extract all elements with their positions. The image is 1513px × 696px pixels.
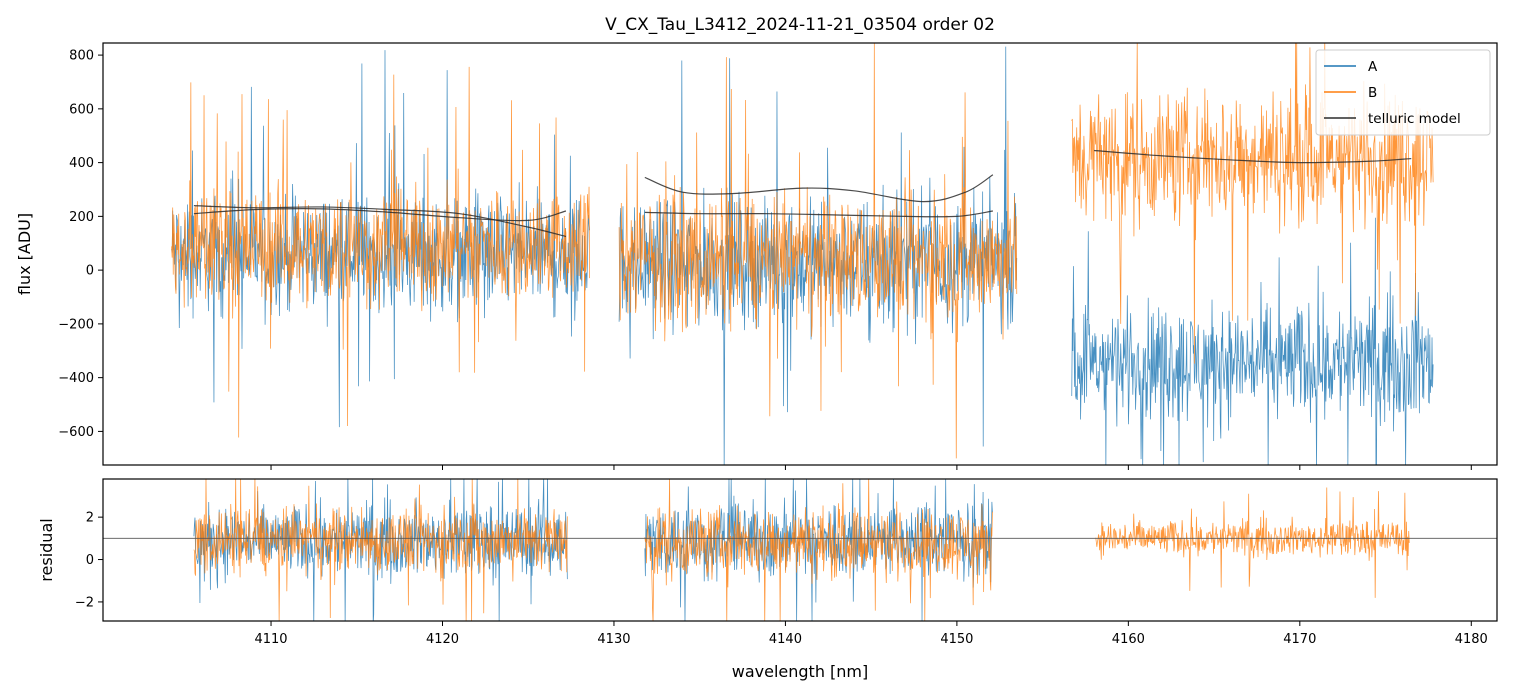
series-B-segment-1	[171, 66, 590, 438]
telluric-model-line-1	[193, 208, 567, 222]
bottom-xtick-label: 4110	[254, 632, 287, 647]
bottom-xtick-label: 4150	[940, 632, 973, 647]
top-ytick-label: 800	[69, 49, 94, 64]
resid-B-resid-segment-3	[1095, 487, 1410, 598]
legend-label-1: A	[1368, 59, 1378, 75]
legend-label-2: B	[1368, 85, 1377, 101]
telluric-model-line-2	[193, 205, 567, 238]
bottom-ytick-label: 2	[86, 511, 94, 526]
bottom-ytick-label: −2	[75, 595, 94, 610]
bottom-panel-frame	[102, 478, 1498, 622]
top-ytick-label: −600	[58, 425, 94, 440]
top-ytick-label: −200	[58, 317, 94, 332]
bottom-ytick-label: 0	[86, 553, 94, 568]
bottom-panel-plot-area	[103, 479, 1497, 621]
bottom-xtick-label: 4140	[769, 632, 802, 647]
top-ytick-label: 200	[69, 210, 94, 225]
series-B-segment-2	[618, 43, 1018, 459]
telluric-model-line-4	[644, 174, 994, 203]
bottom-xtick-label: 4130	[597, 632, 630, 647]
top-ytick-label: 600	[69, 102, 94, 117]
bottom-xtick-label: 4180	[1455, 632, 1488, 647]
top-ylabel: flux [ADU]	[15, 213, 34, 295]
resid-B-resid-segment-2	[644, 479, 993, 621]
bottom-xtick-label: 4170	[1283, 632, 1316, 647]
series-A-segment-3	[1071, 217, 1434, 465]
legend-label-3: telluric model	[1368, 111, 1461, 127]
top-ytick-label: 400	[69, 156, 94, 171]
series-B-segment-3	[1071, 43, 1434, 364]
legend-box	[1315, 49, 1491, 136]
telluric-model-line-3	[644, 210, 993, 218]
bottom-xtick-label: 4160	[1112, 632, 1145, 647]
chart-title: V_CX_Tau_L3412_2024-11-21_03504 order 02	[605, 15, 995, 35]
bottom-xlabel: wavelength [nm]	[732, 662, 869, 681]
resid-B-resid-segment-1	[193, 479, 568, 621]
bottom-ylabel: residual	[37, 518, 56, 581]
bottom-xtick-label: 4120	[426, 632, 459, 647]
top-ytick-label: 0	[86, 264, 94, 279]
top-panel-frame	[102, 42, 1498, 466]
telluric-model-line-5	[1094, 149, 1412, 164]
top-ytick-label: −400	[58, 371, 94, 386]
top-panel-plot-area	[171, 43, 1434, 465]
resid-A-resid-segment-1	[193, 479, 568, 621]
